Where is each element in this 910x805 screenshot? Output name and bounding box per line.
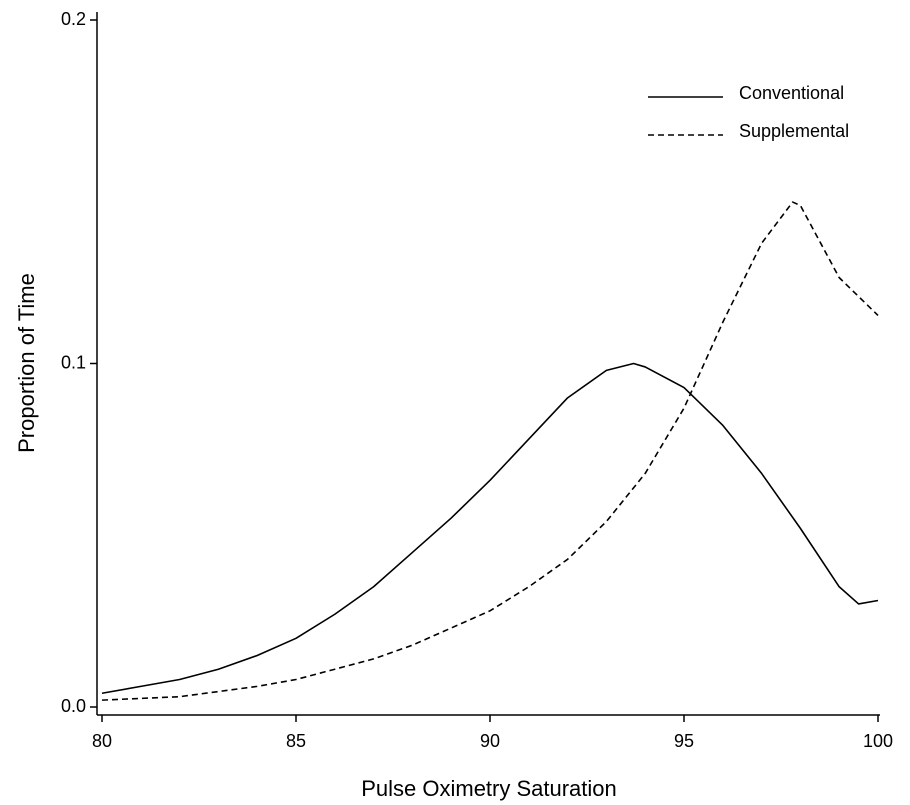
y-tick-label: 0.0 [61,696,86,716]
x-tick-label: 80 [92,731,112,751]
y-tick-label: 0.1 [61,352,86,372]
y-axis-label: Proportion of Time [14,273,39,453]
series-line [101,362,879,695]
x-tick-label: 100 [863,731,893,751]
legend-label: Conventional [739,83,844,103]
y-tick-label: 0.2 [61,9,86,29]
x-axis-label: Pulse Oximetry Saturation [361,776,617,801]
legend-label: Supplemental [739,121,849,141]
x-tick-label: 85 [286,731,306,751]
x-tick-label: 90 [480,731,500,751]
x-tick-label: 95 [674,731,694,751]
series-line [101,201,879,701]
